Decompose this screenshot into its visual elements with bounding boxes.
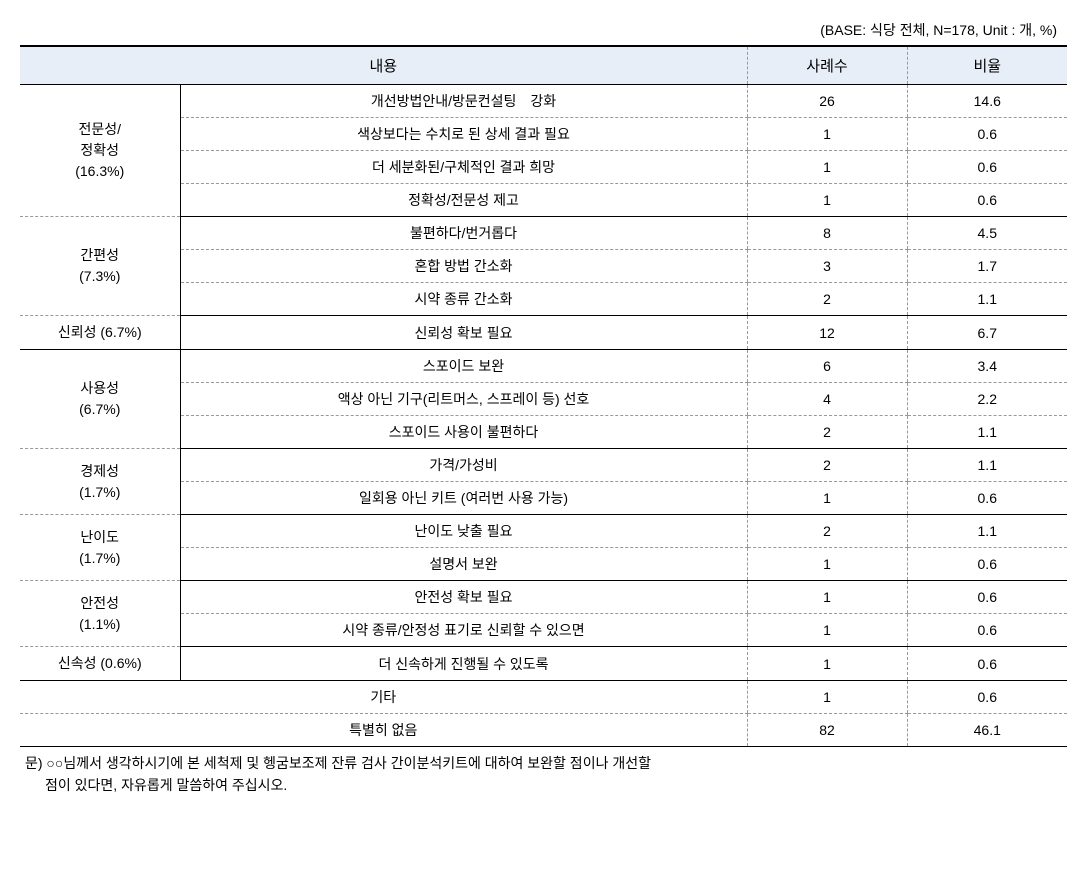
table-row: 기타10.6 xyxy=(20,681,1067,714)
ratio-cell: 1.1 xyxy=(907,416,1067,449)
count-cell: 1 xyxy=(747,647,907,681)
item-cell: 안전성 확보 필요 xyxy=(180,581,747,614)
count-cell: 8 xyxy=(747,217,907,250)
table-row: 경제성 (1.7%)가격/가성비21.1 xyxy=(20,449,1067,482)
footer-note: 문) ○○님께서 생각하시기에 본 세척제 및 헹굼보조제 잔류 검사 간이분석… xyxy=(20,752,1067,797)
category-cell: 경제성 (1.7%) xyxy=(20,449,180,515)
ratio-cell: 0.6 xyxy=(907,581,1067,614)
count-cell: 1 xyxy=(747,482,907,515)
table-row: 특별히 없음8246.1 xyxy=(20,714,1067,747)
ratio-cell: 0.6 xyxy=(907,681,1067,714)
item-cell: 액상 아닌 기구(리트머스, 스프레이 등) 선호 xyxy=(180,383,747,416)
data-table: 내용 사례수 비율 전문성/ 정확성 (16.3%)개선방법안내/방문컨설팅 강… xyxy=(20,45,1067,747)
ratio-cell: 0.6 xyxy=(907,184,1067,217)
count-cell: 1 xyxy=(747,548,907,581)
item-cell: 시약 종류/안정성 표기로 신뢰할 수 있으면 xyxy=(180,614,747,647)
table-row: 간편성 (7.3%)불편하다/번거롭다84.5 xyxy=(20,217,1067,250)
count-cell: 1 xyxy=(747,681,907,714)
item-cell: 혼합 방법 간소화 xyxy=(180,250,747,283)
count-cell: 1 xyxy=(747,184,907,217)
ratio-cell: 0.6 xyxy=(907,151,1067,184)
ratio-cell: 4.5 xyxy=(907,217,1067,250)
item-cell: 스포이드 보완 xyxy=(180,350,747,383)
table-row: 사용성 (6.7%)스포이드 보완63.4 xyxy=(20,350,1067,383)
category-cell: 사용성 (6.7%) xyxy=(20,350,180,449)
ratio-cell: 0.6 xyxy=(907,118,1067,151)
ratio-cell: 0.6 xyxy=(907,548,1067,581)
category-cell: 전문성/ 정확성 (16.3%) xyxy=(20,85,180,217)
table-row: 전문성/ 정확성 (16.3%)개선방법안내/방문컨설팅 강화2614.6 xyxy=(20,85,1067,118)
header-content: 내용 xyxy=(20,46,747,85)
item-cell: 기타 xyxy=(20,681,747,714)
category-cell: 난이도 (1.7%) xyxy=(20,515,180,581)
count-cell: 26 xyxy=(747,85,907,118)
item-cell: 신뢰성 확보 필요 xyxy=(180,316,747,350)
ratio-cell: 0.6 xyxy=(907,614,1067,647)
footer-line-1: 문) ○○님께서 생각하시기에 본 세척제 및 헹굼보조제 잔류 검사 간이분석… xyxy=(25,755,651,771)
header-row: 내용 사례수 비율 xyxy=(20,46,1067,85)
ratio-cell: 1.7 xyxy=(907,250,1067,283)
count-cell: 6 xyxy=(747,350,907,383)
item-cell: 정확성/전문성 제고 xyxy=(180,184,747,217)
count-cell: 4 xyxy=(747,383,907,416)
item-cell: 색상보다는 수치로 된 상세 결과 필요 xyxy=(180,118,747,151)
count-cell: 2 xyxy=(747,515,907,548)
count-cell: 2 xyxy=(747,283,907,316)
table-body: 전문성/ 정확성 (16.3%)개선방법안내/방문컨설팅 강화2614.6색상보… xyxy=(20,85,1067,747)
count-cell: 1 xyxy=(747,581,907,614)
item-cell: 설명서 보완 xyxy=(180,548,747,581)
count-cell: 1 xyxy=(747,614,907,647)
category-cell: 간편성 (7.3%) xyxy=(20,217,180,316)
table-container: (BASE: 식당 전체, N=178, Unit : 개, %) 내용 사례수… xyxy=(20,20,1067,797)
item-cell: 일회용 아닌 키트 (여러번 사용 가능) xyxy=(180,482,747,515)
ratio-cell: 3.4 xyxy=(907,350,1067,383)
item-cell: 시약 종류 간소화 xyxy=(180,283,747,316)
count-cell: 2 xyxy=(747,449,907,482)
ratio-cell: 0.6 xyxy=(907,647,1067,681)
item-cell: 특별히 없음 xyxy=(20,714,747,747)
count-cell: 3 xyxy=(747,250,907,283)
count-cell: 82 xyxy=(747,714,907,747)
table-row: 안전성 (1.1%)안전성 확보 필요10.6 xyxy=(20,581,1067,614)
ratio-cell: 6.7 xyxy=(907,316,1067,350)
ratio-cell: 14.6 xyxy=(907,85,1067,118)
table-row: 난이도 (1.7%)난이도 낮출 필요21.1 xyxy=(20,515,1067,548)
category-cell: 신속성 (0.6%) xyxy=(20,647,180,681)
ratio-cell: 2.2 xyxy=(907,383,1067,416)
item-cell: 더 세분화된/구체적인 결과 희망 xyxy=(180,151,747,184)
base-info: (BASE: 식당 전체, N=178, Unit : 개, %) xyxy=(20,20,1067,40)
category-cell: 신뢰성 (6.7%) xyxy=(20,316,180,350)
ratio-cell: 46.1 xyxy=(907,714,1067,747)
table-row: 신뢰성 (6.7%)신뢰성 확보 필요126.7 xyxy=(20,316,1067,350)
item-cell: 난이도 낮출 필요 xyxy=(180,515,747,548)
item-cell: 가격/가성비 xyxy=(180,449,747,482)
ratio-cell: 1.1 xyxy=(907,283,1067,316)
header-count: 사례수 xyxy=(747,46,907,85)
ratio-cell: 0.6 xyxy=(907,482,1067,515)
count-cell: 12 xyxy=(747,316,907,350)
header-ratio: 비율 xyxy=(907,46,1067,85)
ratio-cell: 1.1 xyxy=(907,515,1067,548)
ratio-cell: 1.1 xyxy=(907,449,1067,482)
count-cell: 2 xyxy=(747,416,907,449)
item-cell: 개선방법안내/방문컨설팅 강화 xyxy=(180,85,747,118)
footer-line-2: 점이 있다면, 자유롭게 말씀하여 주십시오. xyxy=(25,777,287,793)
count-cell: 1 xyxy=(747,151,907,184)
item-cell: 더 신속하게 진행될 수 있도록 xyxy=(180,647,747,681)
item-cell: 불편하다/번거롭다 xyxy=(180,217,747,250)
count-cell: 1 xyxy=(747,118,907,151)
category-cell: 안전성 (1.1%) xyxy=(20,581,180,647)
table-row: 신속성 (0.6%)더 신속하게 진행될 수 있도록10.6 xyxy=(20,647,1067,681)
item-cell: 스포이드 사용이 불편하다 xyxy=(180,416,747,449)
